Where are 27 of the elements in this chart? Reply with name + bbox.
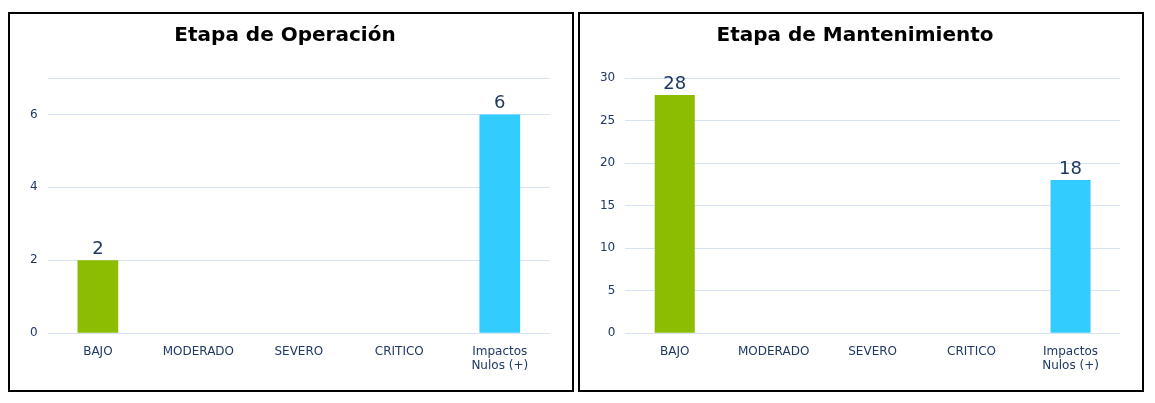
x-tick-label: SEVERO [274, 343, 324, 358]
y-tick-label: 5 [607, 282, 616, 297]
y-tick-label: 15 [599, 197, 616, 212]
y-tick-label: 0 [607, 325, 616, 340]
data-label: 6 [494, 91, 506, 113]
y-tick-label: 25 [599, 112, 616, 127]
x-tick-label: BAJO [83, 343, 113, 358]
y-tick-label: 20 [599, 155, 616, 170]
x-tick-label: CRITICO [947, 343, 997, 358]
x-tick-label: SEVERO [848, 343, 898, 358]
x-tick-label: CRITICO [374, 343, 424, 358]
data-label: 2 [92, 236, 104, 258]
x-tick-label: Impactos Nulos (+) [1042, 343, 1099, 372]
chart-title: Etapa de Mantenimiento [716, 22, 994, 47]
y-tick-label: 4 [29, 179, 38, 194]
x-tick-label: MODERADO [162, 343, 235, 358]
x-tick-label: Impactos Nulos (+) [471, 343, 529, 372]
y-tick-label: 2 [29, 252, 38, 267]
y-tick-label: 6 [29, 106, 38, 121]
chart-title: Etapa de Operación [174, 22, 396, 47]
y-tick-label: 30 [599, 70, 616, 85]
y-tick-label: 0 [29, 325, 38, 340]
data-label: 18 [1059, 156, 1082, 178]
data-label: 28 [663, 71, 687, 93]
y-tick-label: 10 [599, 240, 616, 255]
x-tick-label: MODERADO [738, 343, 810, 358]
x-tick-label: BAJO [660, 343, 690, 358]
